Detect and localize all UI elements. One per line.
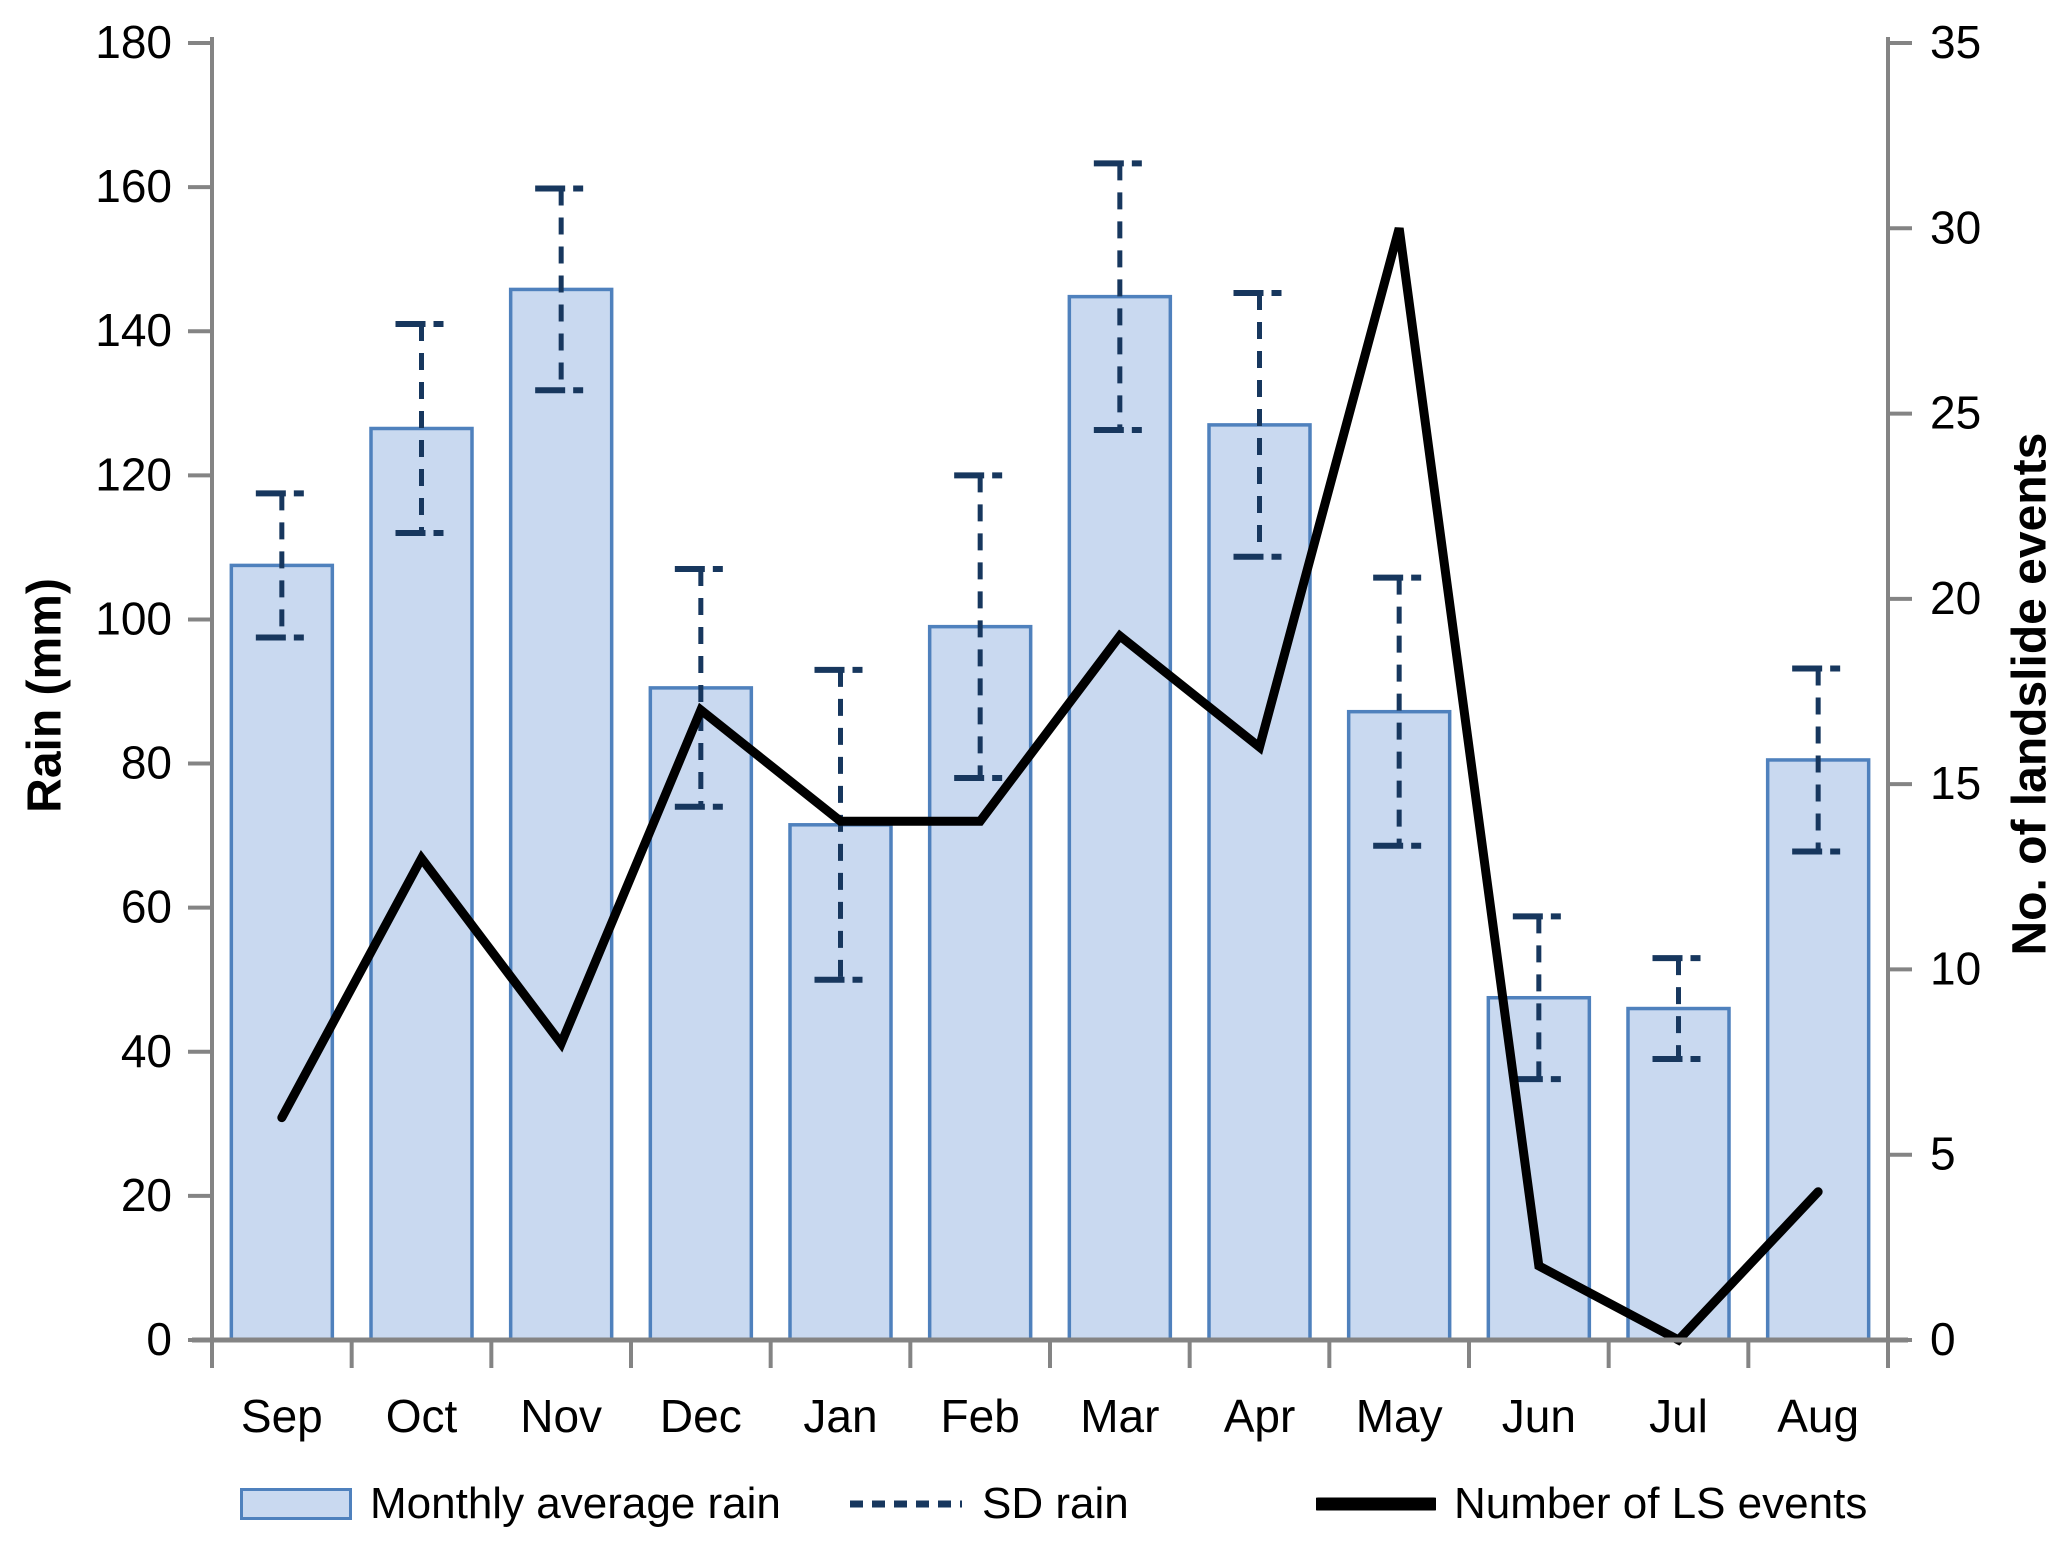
y-axis-tick-label-left: 0 <box>146 1313 172 1365</box>
y-axis-tick-label-left: 160 <box>95 160 172 212</box>
y-axis-tick-label-right: 0 <box>1930 1313 1956 1365</box>
y-axis-tick-label-right: 25 <box>1930 387 1981 439</box>
right-axis-title: No. of landslide events <box>2003 432 2057 956</box>
y-axis-tick-label-right: 20 <box>1930 572 1981 624</box>
bar-nov <box>508 287 614 1342</box>
x-axis-label-dec: Dec <box>660 1390 742 1442</box>
bar-mar <box>1067 294 1173 1342</box>
y-axis-tick-label-left: 140 <box>95 304 172 356</box>
y-axis-tick-label-left: 100 <box>95 592 172 644</box>
x-axis-label-feb: Feb <box>941 1390 1020 1442</box>
y-axis-tick-label-left: 40 <box>121 1025 172 1077</box>
bar-oct <box>369 426 474 1342</box>
y-axis-tick-label-right: 35 <box>1930 16 1981 68</box>
legend-item-number-of-ls-events: Number of LS events <box>1316 1474 1867 1534</box>
y-axis-tick-label-right: 30 <box>1930 201 1981 253</box>
legend-item-sd-rain: SD rain <box>848 1474 1129 1534</box>
legend-solid-line-icon <box>1316 1497 1436 1511</box>
legend-label-sd-rain: SD rain <box>982 1479 1129 1528</box>
x-axis-label-oct: Oct <box>386 1390 458 1442</box>
legend-label-monthly-average-rain: Monthly average rain <box>370 1479 781 1528</box>
x-axis-label-mar: Mar <box>1080 1390 1159 1442</box>
y-axis-tick-label-left: 80 <box>121 737 172 789</box>
legend-bar-swatch-icon <box>240 1488 352 1520</box>
bar-jul <box>1626 1006 1731 1342</box>
x-axis-label-apr: Apr <box>1224 1390 1296 1442</box>
x-axis-label-aug: Aug <box>1777 1390 1859 1442</box>
y-axis-tick-label-left: 120 <box>95 448 172 500</box>
y-axis-tick-label-left: 180 <box>95 16 172 68</box>
bar-may <box>1346 709 1452 1342</box>
line-series-number-of-ls-events <box>277 227 1823 1346</box>
bar-feb <box>927 624 1033 1342</box>
legend-label-number-of-ls-events: Number of LS events <box>1454 1479 1868 1528</box>
legend-dashed-line-icon <box>850 1500 962 1508</box>
x-axis-label-sep: Sep <box>241 1390 323 1442</box>
x-axis-label-nov: Nov <box>520 1390 602 1442</box>
y-axis-tick-label-left: 60 <box>121 881 172 933</box>
x-axis-label-jun: Jun <box>1502 1390 1576 1442</box>
x-axis-label-jul: Jul <box>1649 1390 1708 1442</box>
bar-sep <box>229 563 335 1342</box>
y-axis-tick-label-right: 15 <box>1930 757 1981 809</box>
y-axis-tick-label-left: 20 <box>121 1169 172 1221</box>
bar-apr <box>1207 423 1312 1342</box>
y-axis-tick-label-right: 10 <box>1930 942 1981 994</box>
x-axis-label-jan: Jan <box>803 1390 877 1442</box>
left-axis-title: Rain (mm) <box>18 578 72 813</box>
legend-item-monthly-average-rain: Monthly average rain <box>240 1474 781 1534</box>
y-axis-tick-label-right: 5 <box>1930 1128 1956 1180</box>
x-axis-label-may: May <box>1356 1390 1443 1442</box>
